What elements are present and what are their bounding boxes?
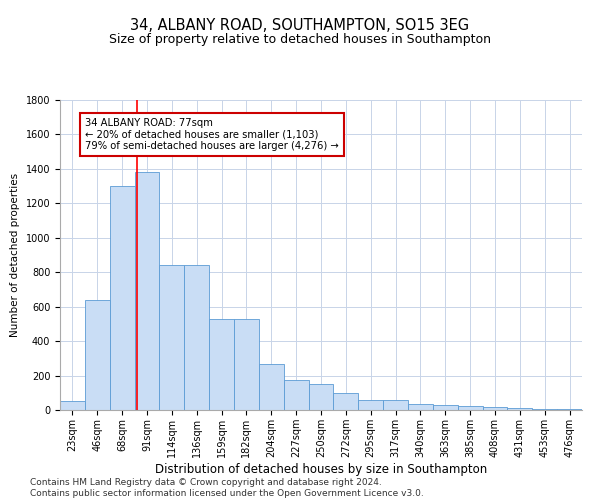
Bar	[160, 266, 184, 410]
Bar	[184, 266, 209, 410]
Bar	[358, 400, 383, 410]
Bar	[60, 402, 85, 410]
Bar	[209, 318, 234, 410]
Bar	[234, 318, 259, 410]
X-axis label: Distribution of detached houses by size in Southampton: Distribution of detached houses by size …	[155, 462, 487, 475]
Bar	[134, 172, 160, 410]
Text: Size of property relative to detached houses in Southampton: Size of property relative to detached ho…	[109, 32, 491, 46]
Bar	[557, 408, 582, 410]
Text: 34, ALBANY ROAD, SOUTHAMPTON, SO15 3EG: 34, ALBANY ROAD, SOUTHAMPTON, SO15 3EG	[130, 18, 470, 32]
Y-axis label: Number of detached properties: Number of detached properties	[10, 173, 20, 337]
Bar	[433, 405, 458, 410]
Bar	[508, 408, 532, 410]
Bar	[110, 186, 134, 410]
Text: 34 ALBANY ROAD: 77sqm
← 20% of detached houses are smaller (1,103)
79% of semi-d: 34 ALBANY ROAD: 77sqm ← 20% of detached …	[85, 118, 338, 152]
Bar	[85, 300, 110, 410]
Bar	[532, 408, 557, 410]
Bar	[334, 393, 358, 410]
Bar	[259, 364, 284, 410]
Bar	[284, 380, 308, 410]
Text: Contains HM Land Registry data © Crown copyright and database right 2024.
Contai: Contains HM Land Registry data © Crown c…	[30, 478, 424, 498]
Bar	[383, 400, 408, 410]
Bar	[408, 404, 433, 410]
Bar	[482, 406, 508, 410]
Bar	[308, 384, 334, 410]
Bar	[458, 406, 482, 410]
